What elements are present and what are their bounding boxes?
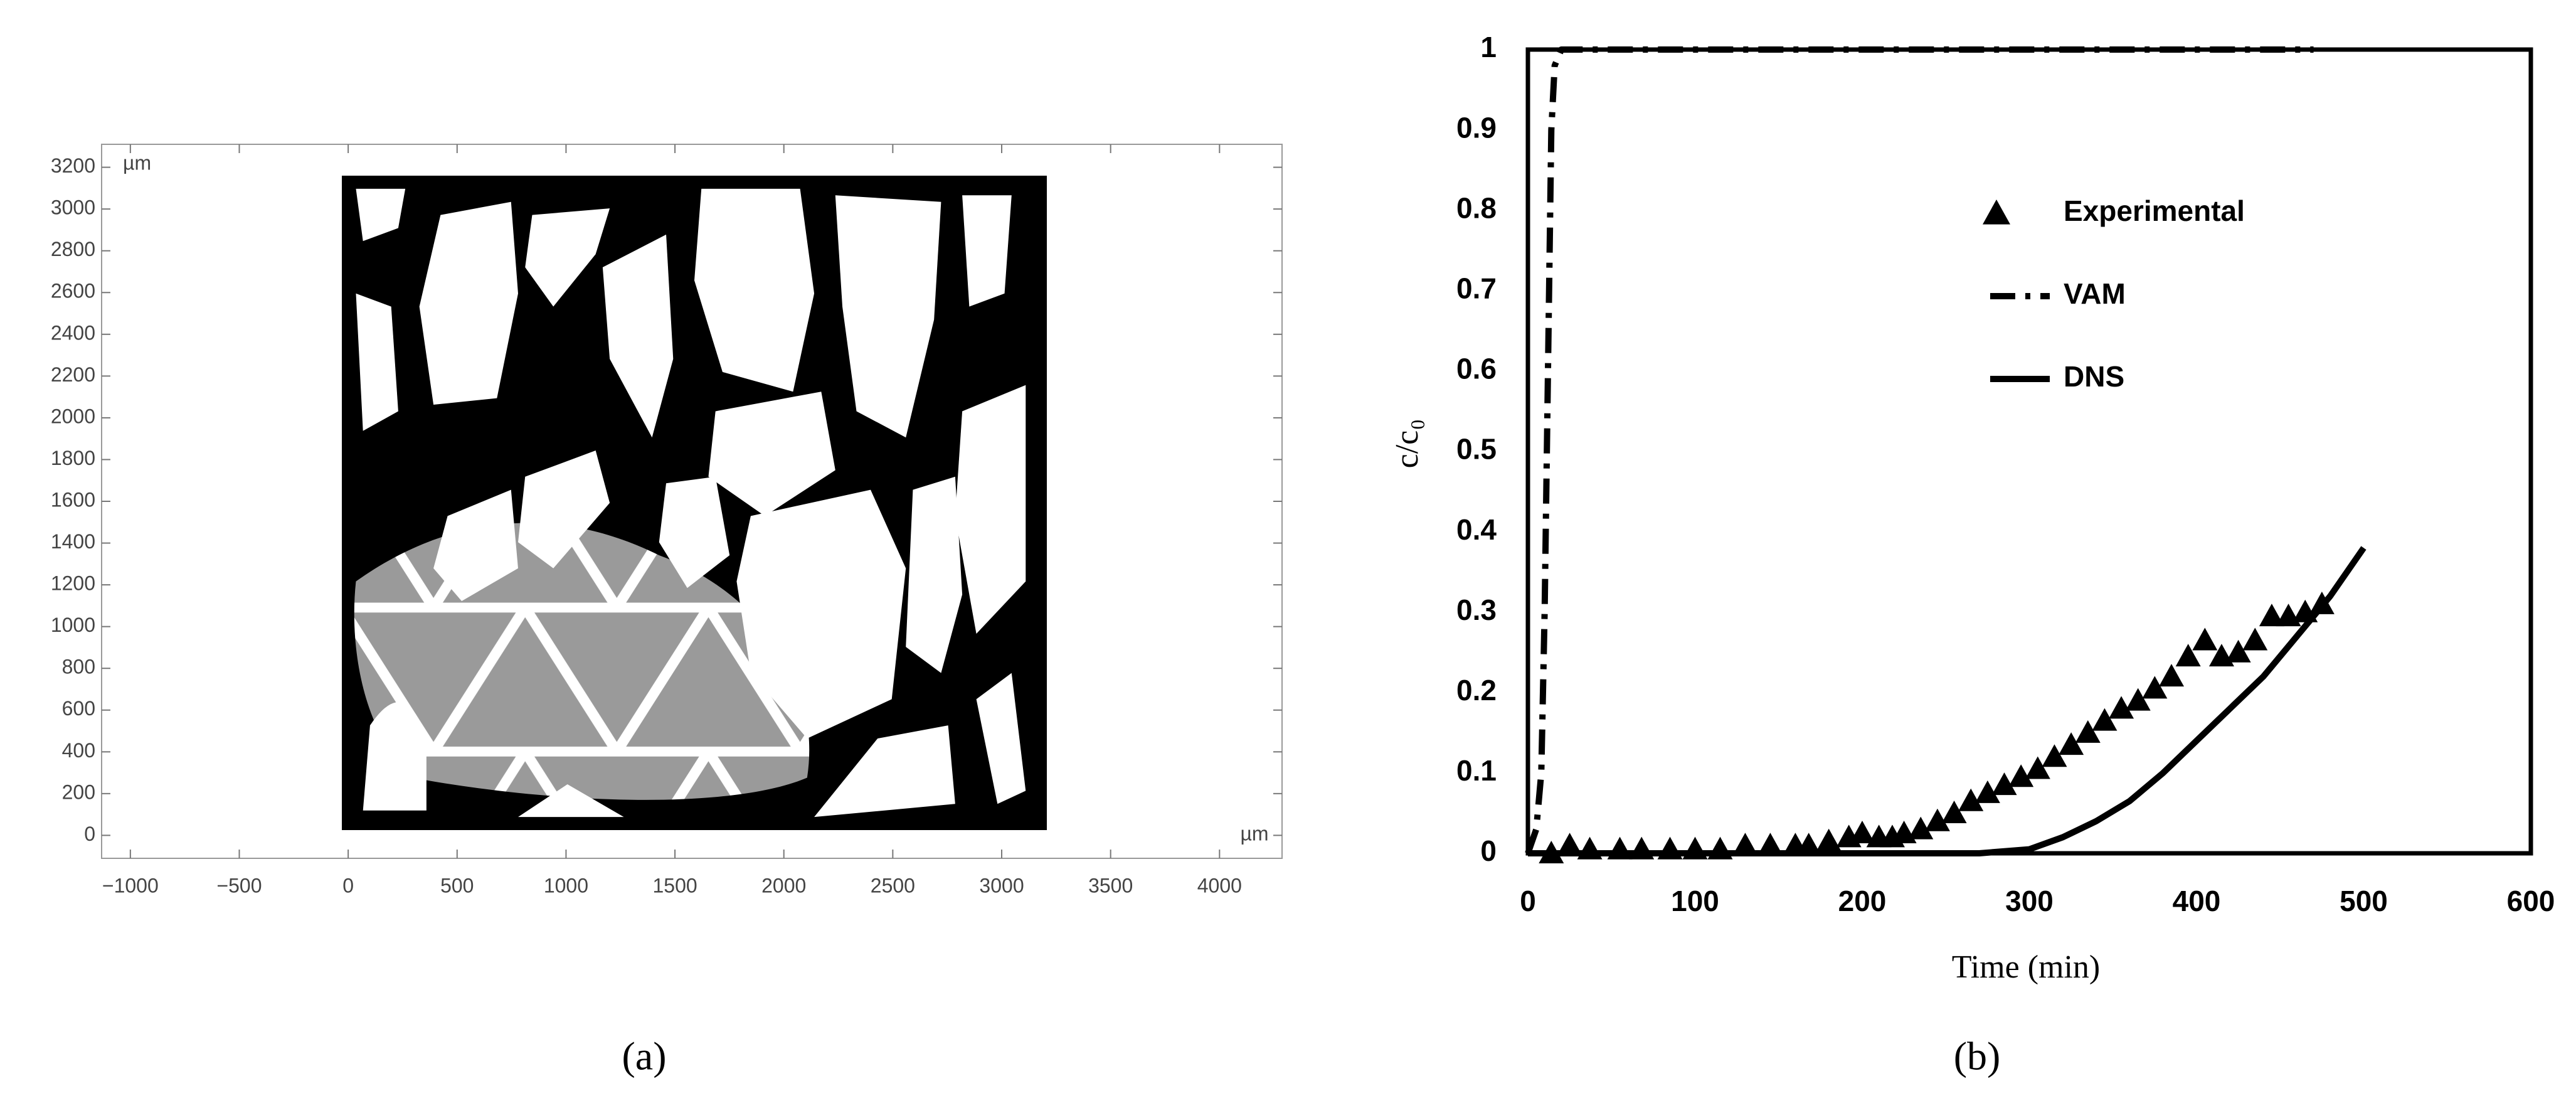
y-tick-label: 0.4 bbox=[1456, 513, 1497, 546]
y-axis-title: c/c₀ bbox=[1389, 419, 1425, 469]
y-tick-label: 200 bbox=[62, 781, 95, 803]
data-point bbox=[2242, 627, 2268, 651]
data-point bbox=[2092, 708, 2118, 731]
x-tick-label: 3500 bbox=[1088, 874, 1133, 897]
data-point bbox=[2175, 644, 2201, 667]
x-tick-label: 1000 bbox=[544, 874, 588, 897]
legend-marker bbox=[1983, 200, 2010, 225]
data-line bbox=[1528, 546, 2367, 856]
data-point bbox=[2109, 696, 2134, 719]
y-tick-label: 2200 bbox=[51, 363, 95, 386]
data-point bbox=[1908, 816, 1934, 839]
mesh-image bbox=[342, 176, 1047, 830]
x-tick-label: 100 bbox=[1671, 885, 1719, 917]
legend-label: Experimental bbox=[2064, 195, 2245, 227]
x-unit: µm bbox=[1240, 822, 1268, 845]
data-point bbox=[1974, 780, 2000, 803]
y-tick-label: 2000 bbox=[51, 405, 95, 427]
data-point bbox=[2042, 744, 2067, 767]
data-point bbox=[1732, 833, 1758, 856]
y-tick-label: 800 bbox=[62, 656, 95, 678]
data-point bbox=[2008, 764, 2034, 787]
data-point bbox=[2192, 627, 2218, 651]
x-tick-label: 1500 bbox=[652, 874, 697, 897]
y-tick-label: 0 bbox=[84, 823, 95, 845]
data-point bbox=[1796, 833, 1821, 856]
y-tick-label: 0.3 bbox=[1456, 594, 1497, 626]
y-tick-label: 3000 bbox=[51, 196, 95, 219]
data-point bbox=[2225, 639, 2251, 663]
x-tick-label: 200 bbox=[1838, 885, 1887, 917]
y-unit: µm bbox=[123, 151, 151, 174]
x-tick-label: 0 bbox=[1520, 885, 1536, 917]
y-tick-label: 0.6 bbox=[1456, 353, 1497, 385]
y-tick-label: 0.2 bbox=[1456, 674, 1497, 706]
y-tick-label: 0 bbox=[1480, 834, 1497, 867]
y-tick-label: 1000 bbox=[51, 614, 95, 636]
data-point bbox=[2259, 604, 2284, 627]
data-point bbox=[2075, 720, 2101, 743]
y-tick-label: 2600 bbox=[51, 280, 95, 302]
x-axis-title: Time (min) bbox=[1952, 949, 2100, 985]
data-point bbox=[2159, 664, 2185, 687]
data-point bbox=[1757, 833, 1783, 856]
x-tick-label: 0 bbox=[342, 874, 354, 897]
data-point bbox=[2142, 676, 2168, 699]
data-point bbox=[2125, 688, 2151, 711]
x-tick-label: −1000 bbox=[102, 874, 159, 897]
x-tick-label: 3000 bbox=[979, 874, 1024, 897]
x-tick-label: 500 bbox=[440, 874, 474, 897]
y-tick-label: 0.9 bbox=[1456, 111, 1497, 144]
data-point bbox=[1958, 788, 1984, 811]
data-point bbox=[2025, 756, 2050, 779]
y-tick-label: 1400 bbox=[51, 530, 95, 553]
caption: (b) bbox=[1954, 1034, 2001, 1079]
y-tick-label: 0.1 bbox=[1456, 754, 1497, 787]
x-tick-label: 2000 bbox=[761, 874, 806, 897]
y-tick-label: 1600 bbox=[51, 488, 95, 511]
y-tick-label: 3200 bbox=[51, 154, 95, 177]
x-tick-label: 2500 bbox=[871, 874, 915, 897]
legend-label: VAM bbox=[2064, 277, 2126, 310]
y-tick-label: 1 bbox=[1480, 31, 1497, 63]
x-tick-label: 400 bbox=[2173, 885, 2221, 917]
y-tick-label: 600 bbox=[62, 697, 95, 720]
data-point bbox=[1924, 808, 1950, 831]
x-tick-label: 500 bbox=[2340, 885, 2388, 917]
data-line bbox=[1525, 46, 2314, 855]
y-tick-label: 2800 bbox=[51, 238, 95, 260]
data-point bbox=[1850, 820, 1875, 843]
caption: (a) bbox=[622, 1034, 666, 1079]
y-tick-label: 0.7 bbox=[1456, 272, 1497, 304]
data-point bbox=[1816, 828, 1842, 851]
data-point bbox=[1941, 800, 1967, 823]
y-tick-label: 0.5 bbox=[1456, 433, 1497, 466]
plot-frame bbox=[1525, 47, 2533, 856]
y-tick-label: 400 bbox=[62, 739, 95, 762]
y-tick-label: 1800 bbox=[51, 447, 95, 469]
x-tick-label: 4000 bbox=[1197, 874, 1242, 897]
y-tick-label: 1200 bbox=[51, 572, 95, 595]
data-point bbox=[1991, 772, 2017, 796]
data-point bbox=[2059, 732, 2084, 755]
x-tick-label: 600 bbox=[2507, 885, 2555, 917]
y-tick-label: 2400 bbox=[51, 321, 95, 344]
legend-label: DNS bbox=[2064, 360, 2124, 393]
data-point bbox=[1557, 833, 1582, 856]
x-tick-label: −500 bbox=[216, 874, 262, 897]
y-tick-label: 0.8 bbox=[1456, 191, 1497, 224]
x-tick-label: 300 bbox=[2005, 885, 2054, 917]
